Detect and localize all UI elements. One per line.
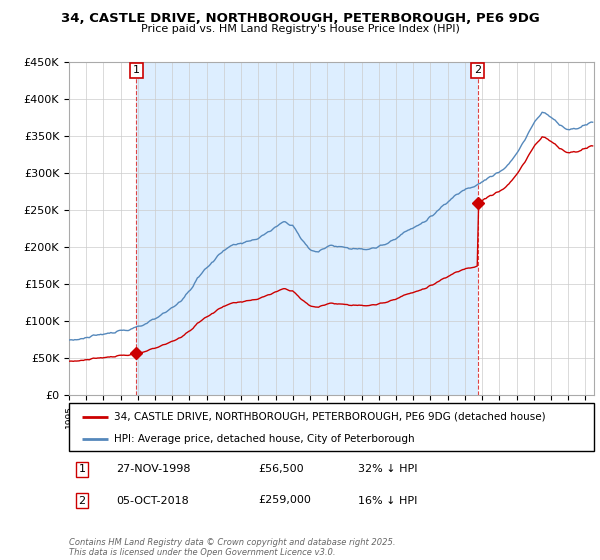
Text: 34, CASTLE DRIVE, NORTHBOROUGH, PETERBOROUGH, PE6 9DG: 34, CASTLE DRIVE, NORTHBOROUGH, PETERBOR… xyxy=(61,12,539,25)
Text: 27-NOV-1998: 27-NOV-1998 xyxy=(116,464,191,474)
Text: 2: 2 xyxy=(79,496,86,506)
Text: 34, CASTLE DRIVE, NORTHBOROUGH, PETERBOROUGH, PE6 9DG (detached house): 34, CASTLE DRIVE, NORTHBOROUGH, PETERBOR… xyxy=(113,412,545,422)
Text: 1: 1 xyxy=(133,66,140,75)
Text: 2: 2 xyxy=(474,66,481,75)
Text: Price paid vs. HM Land Registry's House Price Index (HPI): Price paid vs. HM Land Registry's House … xyxy=(140,24,460,34)
Text: HPI: Average price, detached house, City of Peterborough: HPI: Average price, detached house, City… xyxy=(113,434,414,444)
Text: 16% ↓ HPI: 16% ↓ HPI xyxy=(358,496,417,506)
Text: £56,500: £56,500 xyxy=(258,464,304,474)
Text: Contains HM Land Registry data © Crown copyright and database right 2025.
This d: Contains HM Land Registry data © Crown c… xyxy=(69,538,395,557)
Bar xyxy=(136,62,478,395)
Text: £259,000: £259,000 xyxy=(258,496,311,506)
FancyBboxPatch shape xyxy=(69,403,594,451)
Text: 1: 1 xyxy=(79,464,86,474)
Text: 05-OCT-2018: 05-OCT-2018 xyxy=(116,496,189,506)
Text: 32% ↓ HPI: 32% ↓ HPI xyxy=(358,464,417,474)
